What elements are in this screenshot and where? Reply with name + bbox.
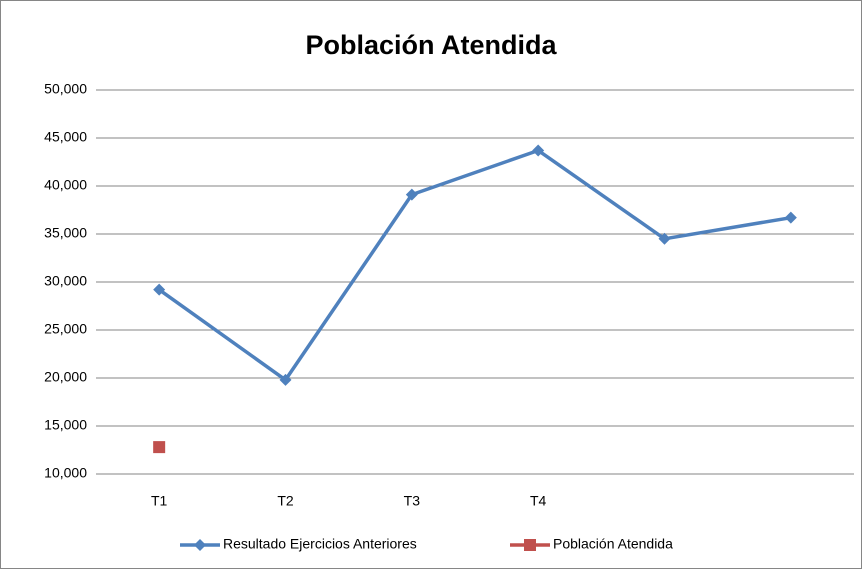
marker	[524, 539, 536, 551]
marker	[194, 539, 206, 551]
x-tick-label: T2	[277, 493, 294, 509]
marker	[532, 144, 545, 157]
x-tick-label: T1	[151, 493, 168, 509]
y-tick-label: 50,000	[44, 81, 87, 97]
y-tick-label: 45,000	[44, 129, 87, 145]
marker	[405, 188, 418, 201]
y-tick-label: 30,000	[44, 273, 87, 289]
x-tick-label: T3	[404, 493, 421, 509]
y-tick-label: 40,000	[44, 177, 87, 193]
series-line	[158, 148, 792, 382]
y-tick-label: 25,000	[44, 321, 87, 337]
marker	[658, 232, 671, 245]
marker	[153, 283, 166, 296]
legend-label: Población Atendida	[553, 536, 673, 552]
y-tick-label: 35,000	[44, 225, 87, 241]
y-tick-label: 10,000	[44, 465, 87, 481]
marker	[153, 441, 166, 454]
y-tick-label: 15,000	[44, 417, 87, 433]
legend-label: Resultado Ejercicios Anteriores	[223, 536, 417, 552]
y-tick-label: 20,000	[44, 369, 87, 385]
marker	[279, 373, 292, 386]
chart-title: Población Atendida	[305, 30, 557, 60]
marker	[784, 211, 797, 224]
x-tick-label: T4	[530, 493, 547, 509]
